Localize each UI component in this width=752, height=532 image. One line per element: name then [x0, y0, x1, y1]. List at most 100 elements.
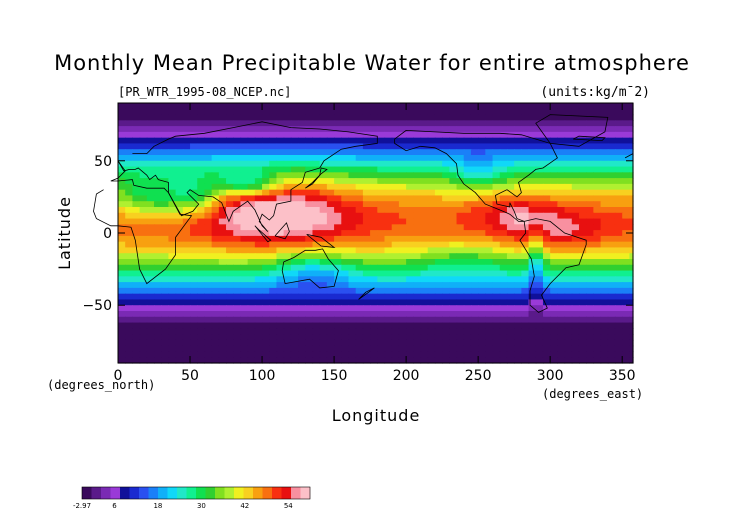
heatmap-cell — [118, 218, 126, 225]
heatmap-cell — [370, 224, 378, 231]
heatmap-cell — [557, 137, 566, 145]
heatmap-cell — [298, 276, 306, 283]
heatmap-cell — [218, 178, 227, 185]
heatmap-cell — [204, 218, 213, 225]
heatmap-cell — [578, 120, 587, 127]
heatmap-cell — [564, 357, 573, 364]
heatmap-cell — [254, 230, 263, 237]
heatmap-cell — [290, 241, 299, 249]
heatmap-cell — [240, 235, 249, 243]
heatmap-cell — [254, 143, 263, 150]
heatmap-cell — [586, 339, 594, 347]
heatmap-cell — [290, 270, 299, 277]
heatmap-cell — [542, 178, 551, 185]
heatmap-cell — [557, 357, 566, 364]
heatmap-cell — [283, 247, 292, 254]
heatmap-cell — [578, 143, 587, 150]
heatmap-cell — [175, 126, 184, 133]
heatmap-cell — [118, 195, 126, 202]
heatmap-cell — [614, 172, 623, 179]
heatmap-cell — [629, 351, 634, 358]
heatmap-cell — [218, 293, 227, 301]
heatmap-cell — [139, 120, 148, 127]
heatmap-cell — [607, 357, 616, 364]
heatmap-cell — [226, 351, 234, 358]
heatmap-cell — [197, 230, 206, 237]
heatmap-cell — [240, 357, 249, 364]
heatmap-cell — [305, 357, 314, 364]
heatmap-cell — [614, 351, 623, 358]
heatmap-cell — [226, 189, 234, 197]
heatmap-cell — [355, 357, 364, 364]
heatmap-cell — [434, 131, 443, 139]
heatmap-cell — [218, 351, 227, 358]
heatmap-cell — [283, 264, 292, 272]
heatmap-cell — [370, 155, 378, 162]
heatmap-cell — [614, 137, 623, 145]
heatmap-cell — [550, 328, 558, 335]
heatmap-cell — [391, 241, 400, 249]
heatmap-cell — [319, 224, 328, 231]
heatmap-cell — [348, 172, 357, 179]
heatmap-cell — [125, 103, 133, 110]
colorbar-swatch — [120, 487, 130, 499]
coastline — [306, 234, 336, 248]
heatmap-cell — [528, 224, 537, 231]
heatmap-cell — [154, 166, 162, 173]
heatmap-cell — [485, 160, 494, 168]
heatmap-cell — [283, 178, 292, 185]
heatmap-cell — [413, 311, 422, 318]
heatmap-cell — [384, 183, 393, 191]
heatmap-cell — [442, 276, 450, 283]
heatmap-cell — [348, 166, 357, 173]
heatmap-cell — [355, 282, 364, 289]
heatmap-cell — [420, 287, 429, 295]
heatmap-cell — [514, 247, 522, 254]
heatmap-cell — [499, 201, 508, 208]
heatmap-cell — [514, 120, 522, 127]
heatmap-cell — [370, 183, 378, 191]
heatmap-cell — [413, 293, 422, 301]
heatmap-cell — [305, 253, 314, 260]
heatmap-cell — [578, 305, 587, 312]
heatmap-cell — [607, 334, 616, 341]
heatmap-cell — [434, 230, 443, 237]
heatmap-cell — [499, 247, 508, 254]
heatmap-cell — [154, 282, 162, 289]
heatmap-cell — [218, 183, 227, 191]
heatmap-cell — [312, 293, 321, 301]
heatmap-cell — [593, 334, 602, 341]
heatmap-cell — [384, 189, 393, 197]
heatmap-cell — [463, 108, 472, 116]
heatmap-cell — [182, 351, 191, 358]
heatmap-cell — [348, 247, 357, 254]
heatmap-cell — [506, 166, 515, 173]
heatmap-cell — [535, 160, 544, 168]
heatmap-cell — [535, 183, 544, 191]
heatmap-cell — [463, 311, 472, 318]
heatmap-cell — [334, 103, 342, 110]
heatmap-cell — [622, 103, 630, 110]
heatmap-cell — [298, 270, 306, 277]
heatmap-cell — [146, 166, 155, 173]
heatmap-cell — [607, 241, 616, 249]
heatmap-cell — [211, 357, 220, 364]
heatmap-cell — [499, 311, 508, 318]
heatmap-cell — [377, 282, 386, 289]
heatmap-cell — [132, 357, 141, 364]
heatmap-cell — [139, 149, 148, 156]
heatmap-cell — [197, 316, 206, 324]
heatmap-cell — [283, 270, 292, 277]
heatmap-cell — [290, 149, 299, 156]
heatmap-cell — [542, 137, 551, 145]
heatmap-cell — [211, 224, 220, 231]
heatmap-cell — [427, 230, 436, 237]
heatmap-cell — [535, 178, 544, 185]
heatmap-cell — [578, 241, 587, 249]
heatmap-cell — [557, 108, 566, 116]
heatmap-cell — [233, 143, 242, 150]
heatmap-cell — [348, 259, 357, 266]
heatmap-cell — [586, 299, 594, 306]
heatmap-cell — [305, 103, 314, 110]
heatmap-cell — [571, 282, 580, 289]
